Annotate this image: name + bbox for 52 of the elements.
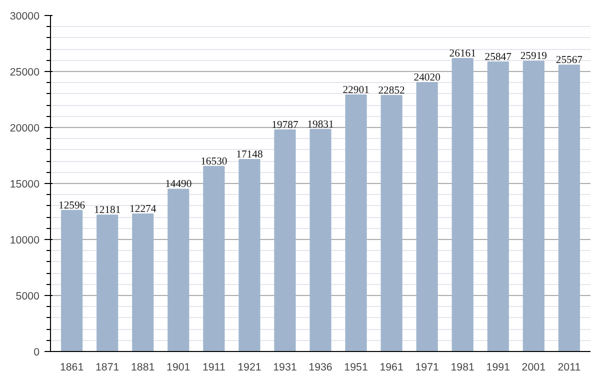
x-tick-label: 1921	[238, 362, 262, 373]
y-tick-label: 30000	[10, 10, 40, 22]
x-tick-label: 1861	[60, 362, 84, 373]
bar	[310, 128, 332, 352]
bar	[558, 64, 580, 352]
bar	[238, 158, 260, 352]
y-tick-label: 15000	[10, 178, 40, 190]
x-tick-label: 1971	[415, 362, 440, 373]
x-tick-label: 1901	[166, 362, 190, 373]
data-label: 16530	[200, 156, 228, 168]
data-label: 22901	[342, 85, 370, 96]
bar	[168, 188, 190, 352]
x-tick-label: 2011	[558, 362, 581, 373]
y-tick-label: 5000	[16, 290, 40, 302]
data-label: 25567	[556, 55, 584, 66]
data-label: 19831	[307, 119, 334, 130]
x-tick-label: 1911	[202, 362, 226, 373]
bar	[487, 62, 509, 352]
y-tick-label: 10000	[10, 234, 40, 246]
x-tick-label: 1931	[273, 362, 297, 373]
y-tick-label: 25000	[10, 66, 40, 78]
data-label: 19787	[272, 120, 299, 131]
data-label: 12274	[130, 204, 157, 216]
bar	[274, 129, 296, 352]
data-label: 14490	[165, 179, 192, 190]
x-tick-label: 1961	[380, 362, 404, 373]
data-label: 25919	[520, 51, 547, 62]
bar	[452, 58, 474, 352]
data-label: 22852	[378, 86, 405, 97]
data-label: 17148	[236, 149, 263, 160]
bar	[345, 94, 367, 352]
x-tick-label: 1871	[95, 362, 120, 373]
bar	[61, 210, 83, 352]
bar	[203, 166, 225, 352]
bar	[96, 214, 118, 352]
bar	[380, 95, 402, 352]
x-tick-label: 2001	[522, 362, 546, 373]
x-tick-label: 1936	[308, 362, 332, 373]
x-tick-label: 1981	[450, 362, 475, 373]
data-label: 26161	[449, 48, 476, 60]
y-tick-label: 20000	[10, 122, 40, 134]
bar	[416, 82, 438, 352]
y-tick-label: 0	[34, 346, 40, 358]
data-label: 12181	[94, 205, 121, 216]
data-label: 12596	[58, 200, 86, 212]
data-label: 24020	[414, 72, 440, 84]
x-tick-label: 1991	[486, 362, 510, 373]
data-label: 25847	[484, 52, 512, 64]
bar	[522, 60, 544, 352]
x-tick-label: 1951	[344, 362, 368, 373]
bar	[132, 214, 154, 352]
x-tick-label: 1881	[131, 362, 155, 373]
